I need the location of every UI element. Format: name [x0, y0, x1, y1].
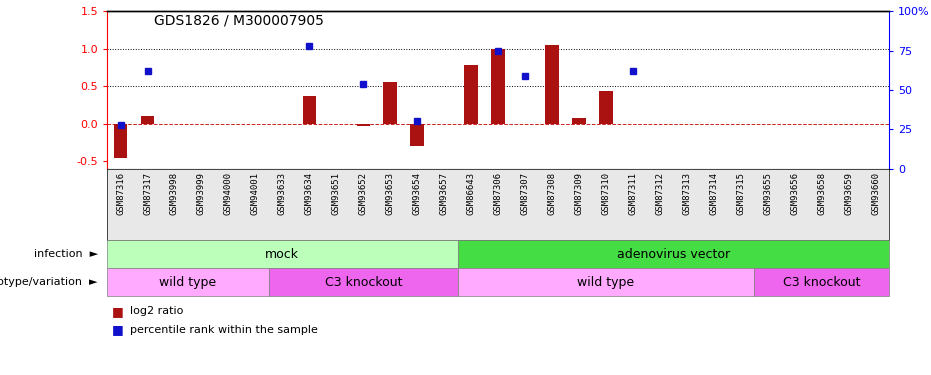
Text: GDS1826 / M300007905: GDS1826 / M300007905: [154, 13, 323, 27]
Text: GSM93660: GSM93660: [871, 172, 880, 215]
Text: GSM87314: GSM87314: [709, 172, 719, 215]
Bar: [546, 45, 559, 124]
Text: GSM93998: GSM93998: [170, 172, 179, 215]
Bar: [269, 268, 458, 296]
Text: ■: ■: [112, 305, 124, 318]
Text: GSM93658: GSM93658: [817, 172, 826, 215]
Text: GSM93634: GSM93634: [304, 172, 314, 215]
Text: GSM93652: GSM93652: [358, 172, 368, 215]
Bar: [303, 96, 316, 124]
Text: GSM87308: GSM87308: [547, 172, 557, 215]
Text: GSM87315: GSM87315: [736, 172, 746, 215]
Bar: [458, 268, 754, 296]
Text: GSM93656: GSM93656: [790, 172, 799, 215]
Bar: [114, 124, 128, 158]
Text: C3 knockout: C3 knockout: [325, 276, 402, 289]
Text: GSM93651: GSM93651: [331, 172, 341, 215]
Text: GSM87313: GSM87313: [682, 172, 692, 215]
Bar: [465, 65, 478, 124]
Text: C3 knockout: C3 knockout: [783, 276, 860, 289]
Text: GSM93633: GSM93633: [277, 172, 287, 215]
Bar: [492, 49, 505, 124]
Text: GSM93655: GSM93655: [763, 172, 772, 215]
Bar: [754, 268, 889, 296]
Text: mock: mock: [265, 248, 300, 261]
Text: GSM93659: GSM93659: [844, 172, 853, 215]
Bar: [458, 240, 889, 268]
Bar: [107, 268, 269, 296]
Text: ■: ■: [112, 324, 124, 336]
Text: GSM94000: GSM94000: [224, 172, 233, 215]
Text: GSM93657: GSM93657: [439, 172, 449, 215]
Text: infection  ►: infection ►: [34, 249, 98, 259]
Text: GSM86643: GSM86643: [466, 172, 476, 215]
Text: wild type: wild type: [577, 276, 635, 289]
Bar: [384, 82, 397, 124]
Text: GSM87306: GSM87306: [493, 172, 503, 215]
Text: GSM87316: GSM87316: [116, 172, 125, 215]
Text: genotype/variation  ►: genotype/variation ►: [0, 277, 98, 287]
Text: GSM87310: GSM87310: [601, 172, 611, 215]
Text: GSM87309: GSM87309: [574, 172, 584, 215]
Bar: [411, 124, 424, 146]
Text: GSM93653: GSM93653: [385, 172, 395, 215]
Text: wild type: wild type: [159, 276, 217, 289]
Text: log2 ratio: log2 ratio: [130, 306, 183, 316]
Bar: [107, 240, 458, 268]
Bar: [573, 118, 586, 124]
Text: GSM87307: GSM87307: [520, 172, 530, 215]
Text: GSM93654: GSM93654: [412, 172, 422, 215]
Text: GSM87312: GSM87312: [655, 172, 665, 215]
Bar: [357, 124, 370, 126]
Text: GSM87311: GSM87311: [628, 172, 638, 215]
Bar: [141, 116, 155, 124]
Text: GSM94001: GSM94001: [250, 172, 260, 215]
Text: GSM87317: GSM87317: [143, 172, 152, 215]
Text: GSM93999: GSM93999: [197, 172, 206, 215]
Text: adenovirus vector: adenovirus vector: [617, 248, 730, 261]
Bar: [600, 91, 613, 124]
Text: percentile rank within the sample: percentile rank within the sample: [130, 325, 318, 335]
